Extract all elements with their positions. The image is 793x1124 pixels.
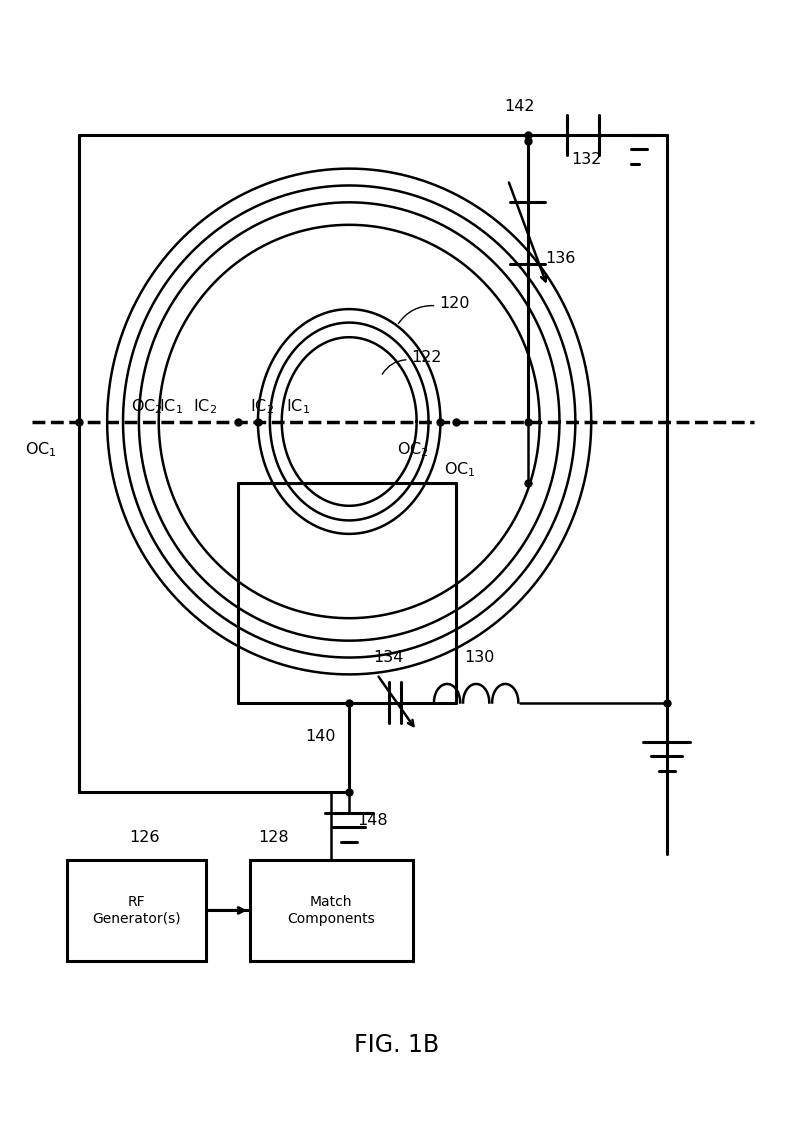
Text: Match
Components: Match Components [287, 896, 375, 925]
Text: 122: 122 [411, 350, 441, 365]
Text: 140: 140 [305, 728, 335, 744]
Text: IC$_2$: IC$_2$ [193, 398, 216, 416]
Text: RF
Generator(s): RF Generator(s) [93, 896, 181, 925]
Text: IC$_1$: IC$_1$ [159, 398, 182, 416]
Text: 132: 132 [571, 152, 601, 167]
Text: FIG. 1B: FIG. 1B [354, 1033, 439, 1058]
Bar [67, 860, 206, 961]
Text: 120: 120 [439, 296, 469, 311]
Text: 130: 130 [464, 650, 494, 665]
Text: OC$_1$: OC$_1$ [444, 461, 476, 479]
Text: IC$_2$: IC$_2$ [250, 398, 274, 416]
Text: 126: 126 [128, 830, 159, 845]
Text: 128: 128 [258, 830, 289, 845]
Text: 136: 136 [545, 251, 575, 266]
Text: IC$_1$: IC$_1$ [285, 398, 309, 416]
Text: OC$_2$: OC$_2$ [131, 398, 163, 416]
Text: 134: 134 [373, 650, 403, 665]
Text: 142: 142 [504, 99, 534, 115]
Text: OC$_2$: OC$_2$ [396, 441, 428, 459]
Text: 148: 148 [357, 813, 388, 828]
Text: OC$_1$: OC$_1$ [25, 441, 57, 459]
Bar [250, 860, 412, 961]
